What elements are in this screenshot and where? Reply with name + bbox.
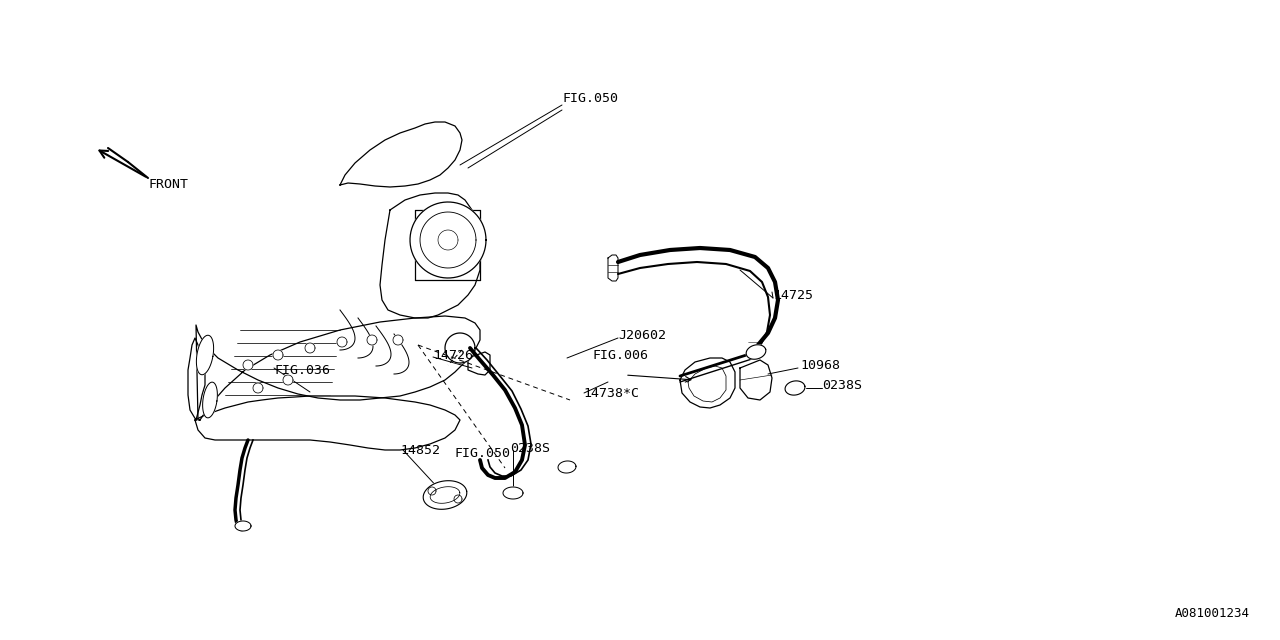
Polygon shape [420, 212, 476, 268]
Text: A081001234: A081001234 [1175, 607, 1251, 620]
Polygon shape [746, 345, 765, 359]
Polygon shape [438, 230, 458, 250]
Polygon shape [428, 487, 436, 495]
Text: 10968: 10968 [800, 358, 840, 371]
Text: 0238S: 0238S [509, 442, 550, 454]
Text: FIG.050: FIG.050 [454, 447, 511, 460]
Polygon shape [558, 461, 576, 473]
Polygon shape [196, 335, 214, 375]
Polygon shape [468, 352, 490, 375]
Polygon shape [680, 358, 735, 408]
Polygon shape [380, 193, 480, 318]
Text: FIG.036: FIG.036 [274, 364, 330, 376]
Polygon shape [196, 316, 480, 420]
Text: 14852: 14852 [399, 444, 440, 456]
Polygon shape [236, 521, 251, 531]
Polygon shape [305, 343, 315, 353]
Polygon shape [202, 382, 218, 418]
Polygon shape [503, 487, 524, 499]
Polygon shape [243, 360, 253, 370]
Polygon shape [340, 122, 462, 187]
Polygon shape [337, 337, 347, 347]
Polygon shape [195, 396, 460, 450]
Polygon shape [608, 255, 618, 281]
Text: 14725: 14725 [773, 289, 813, 301]
Polygon shape [785, 381, 805, 395]
Polygon shape [430, 486, 460, 503]
Polygon shape [424, 481, 467, 509]
Polygon shape [253, 383, 262, 393]
Polygon shape [740, 360, 772, 400]
Polygon shape [393, 335, 403, 345]
Text: 0238S: 0238S [822, 378, 861, 392]
Text: FIG.050: FIG.050 [562, 92, 618, 105]
Polygon shape [454, 495, 462, 503]
Text: 14726: 14726 [433, 349, 474, 362]
Text: 14738*C: 14738*C [582, 387, 639, 399]
Text: FRONT: FRONT [148, 178, 188, 191]
Polygon shape [188, 338, 205, 420]
Polygon shape [410, 202, 486, 278]
Text: J20602: J20602 [618, 328, 666, 342]
Polygon shape [283, 375, 293, 385]
Text: FIG.006: FIG.006 [591, 349, 648, 362]
Polygon shape [445, 333, 475, 363]
Polygon shape [367, 335, 378, 345]
Polygon shape [273, 350, 283, 360]
